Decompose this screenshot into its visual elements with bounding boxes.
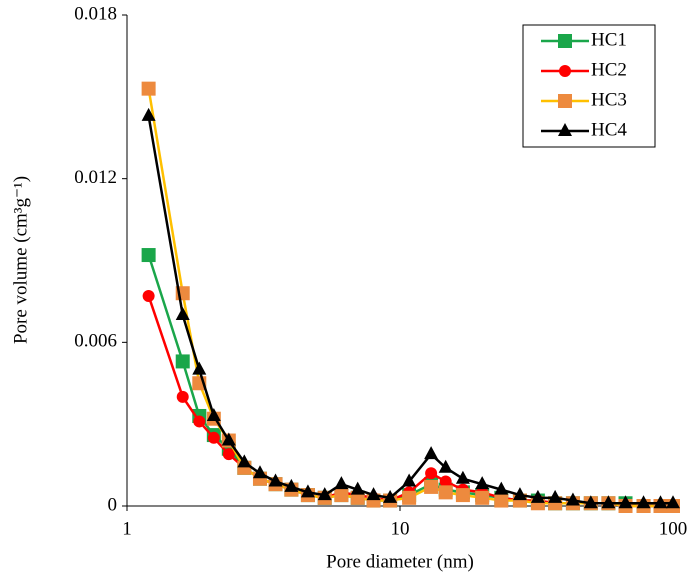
- y-tick-label: 0.018: [74, 3, 117, 24]
- y-tick-label: 0.006: [74, 331, 117, 352]
- marker: [176, 390, 189, 403]
- marker: [334, 488, 349, 503]
- marker: [548, 489, 563, 503]
- marker: [141, 107, 156, 121]
- marker: [636, 495, 651, 509]
- y-axis-label: Pore volume (cm³g⁻¹): [10, 176, 31, 344]
- marker: [530, 489, 545, 503]
- marker: [221, 432, 236, 446]
- legend: HC1 HC2 HC3 HC4: [522, 24, 656, 148]
- marker: [366, 487, 381, 501]
- marker: [475, 490, 490, 505]
- marker: [317, 487, 332, 501]
- legend-box: [522, 24, 656, 148]
- marker: [175, 307, 190, 321]
- marker: [425, 467, 438, 480]
- marker: [222, 448, 235, 461]
- marker: [475, 476, 490, 490]
- marker: [193, 415, 206, 428]
- marker: [666, 495, 680, 509]
- marker: [350, 481, 365, 495]
- marker: [237, 454, 252, 468]
- marker: [424, 479, 439, 494]
- marker: [142, 289, 155, 302]
- x-tick-label: 100: [659, 518, 688, 539]
- marker: [618, 495, 633, 509]
- marker: [512, 487, 527, 501]
- marker: [206, 407, 221, 421]
- marker: [601, 495, 616, 509]
- marker: [334, 476, 349, 490]
- marker: [141, 81, 156, 96]
- legend-marker: [558, 94, 572, 108]
- marker: [268, 473, 283, 487]
- series: [141, 248, 680, 513]
- y-tick-label: 0.012: [74, 167, 117, 188]
- marker: [192, 361, 207, 375]
- y-tick-label: 0: [108, 494, 118, 515]
- marker: [455, 488, 470, 503]
- legend-label: HC4: [591, 119, 627, 140]
- marker: [402, 490, 417, 505]
- x-tick-label: 1: [122, 518, 132, 539]
- legend-label: HC3: [591, 89, 627, 110]
- marker: [494, 493, 509, 508]
- legend-label: HC2: [591, 59, 627, 80]
- marker: [424, 446, 439, 460]
- marker: [455, 470, 470, 484]
- marker: [565, 492, 580, 506]
- marker: [583, 495, 598, 509]
- legend-label: HC1: [591, 29, 627, 50]
- legend-marker: [558, 34, 572, 48]
- legend-marker: [558, 123, 572, 136]
- marker: [207, 431, 220, 444]
- marker: [402, 473, 417, 487]
- marker: [438, 485, 453, 500]
- marker: [300, 484, 315, 498]
- marker: [438, 459, 453, 473]
- marker: [175, 354, 190, 369]
- legend-marker: [559, 65, 571, 77]
- marker: [494, 481, 509, 495]
- x-tick-label: 10: [391, 518, 410, 539]
- series-line: [147, 254, 673, 508]
- marker: [252, 465, 267, 479]
- series: [141, 107, 680, 509]
- series-line: [147, 295, 673, 508]
- marker: [383, 489, 398, 503]
- marker: [653, 495, 668, 509]
- marker: [141, 248, 156, 263]
- marker: [439, 475, 452, 488]
- marker: [284, 478, 299, 492]
- x-axis-label: Pore diameter (nm): [326, 551, 474, 572]
